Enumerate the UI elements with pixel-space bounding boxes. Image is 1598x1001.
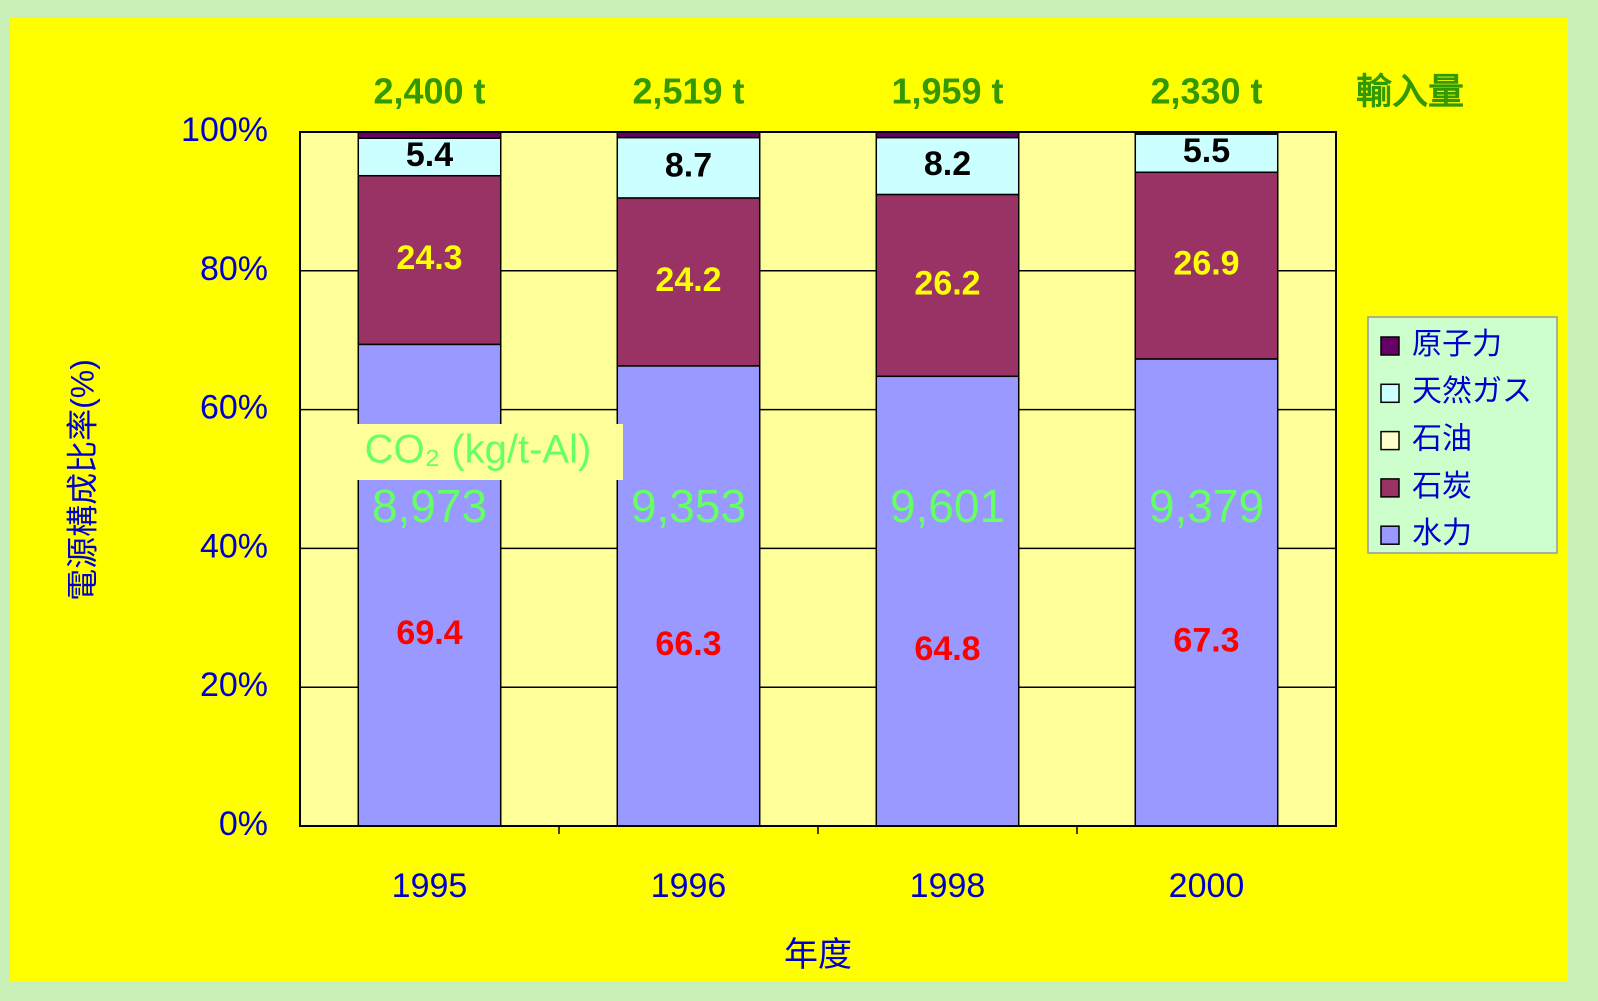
x-tick-label: 2000 <box>1169 867 1245 905</box>
bar-segment <box>616 365 761 827</box>
co2-value: 9,353 <box>631 480 746 532</box>
x-tick-label: 1996 <box>651 867 727 905</box>
legend-swatch <box>1380 525 1400 545</box>
bar-segment <box>1134 171 1279 360</box>
y-tick-label: 100% <box>181 111 268 149</box>
legend-label: 石炭 <box>1412 470 1472 503</box>
y-tick-label: 40% <box>200 527 268 565</box>
data-label: 5.5 <box>1183 132 1230 170</box>
bar-segment <box>875 136 1020 196</box>
imports-value: 1,959 t <box>891 71 1003 112</box>
legend-label: 石油 <box>1412 423 1472 456</box>
imports-value: 2,519 t <box>632 71 744 112</box>
data-label: 26.2 <box>914 264 980 302</box>
co2-label-box <box>333 424 623 480</box>
legend-label: 天然ガス <box>1412 375 1532 408</box>
y-tick-label: 80% <box>200 250 268 288</box>
x-axis-label: 年度 <box>784 936 852 974</box>
legend-swatch <box>1380 336 1400 356</box>
x-tick-label: 1998 <box>910 867 986 905</box>
y-tick-label: 20% <box>200 666 268 704</box>
legend-swatch <box>1380 430 1400 451</box>
imports-value: 2,330 t <box>1150 71 1262 112</box>
data-label: 24.2 <box>655 261 721 299</box>
legend-label: 原子力 <box>1412 328 1502 361</box>
data-label: 69.4 <box>396 614 462 652</box>
bar-segment <box>875 193 1020 378</box>
bar-segment <box>357 174 502 346</box>
data-label: 26.9 <box>1173 245 1239 283</box>
data-label: 5.4 <box>406 136 453 174</box>
co2-value: 9,601 <box>890 480 1005 532</box>
data-label: 66.3 <box>655 625 721 663</box>
data-label: 8.2 <box>924 145 971 183</box>
bar-segment <box>875 375 1020 827</box>
bar-segment <box>1134 133 1279 174</box>
imports-value: 2,400 t <box>373 71 485 112</box>
co2-value: 9,379 <box>1149 480 1264 532</box>
x-tick-label: 1995 <box>392 867 468 905</box>
y-tick-label: 0% <box>219 805 268 843</box>
co2-label: CO₂ (kg/t-Al) <box>365 428 592 472</box>
imports-label: 輸入量 <box>1356 71 1464 112</box>
data-label: 8.7 <box>665 147 712 185</box>
legend-swatch <box>1380 383 1400 404</box>
plot-border <box>299 131 1337 827</box>
data-label: 67.3 <box>1173 621 1239 659</box>
bar-segment <box>357 343 502 827</box>
y-axis-label: 電源構成比率(%) <box>64 359 100 601</box>
y-tick-label: 60% <box>200 389 268 427</box>
data-label: 24.3 <box>396 239 462 277</box>
legend-label: 水力 <box>1412 517 1472 550</box>
legend-swatch <box>1380 478 1400 498</box>
bar-segment <box>616 197 761 367</box>
bar-segment <box>1134 358 1279 827</box>
co2-value: 8,973 <box>372 480 487 532</box>
data-label: 64.8 <box>914 630 980 668</box>
